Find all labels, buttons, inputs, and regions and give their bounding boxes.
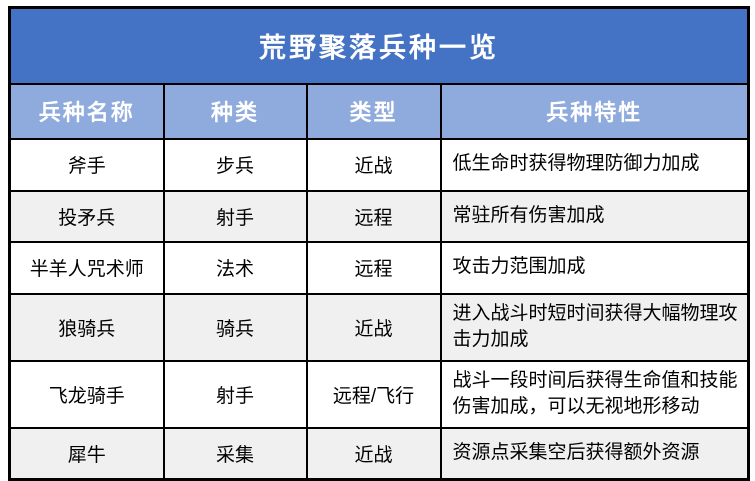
cell-unit-name: 犀牛	[8, 426, 165, 481]
cell-category: 骑兵	[162, 292, 308, 362]
cell-traits: 攻击力范围加成	[439, 240, 750, 295]
table-row: 投矛兵 射手 远程 常驻所有伤害加成	[8, 189, 750, 243]
cell-traits: 战斗一段时间后获得生命值和技能伤害加成，可以无视地形移动	[439, 359, 750, 429]
table-row: 半羊人咒术师 法术 远程 攻击力范围加成	[8, 240, 750, 295]
column-header-traits: 兵种特性	[439, 82, 750, 140]
cell-category: 法术	[162, 240, 308, 295]
cell-unit-name: 斧手	[8, 137, 165, 192]
table-row: 飞龙骑手 射手 远程/飞行 战斗一段时间后获得生命值和技能伤害加成，可以无视地形…	[8, 359, 750, 429]
cell-type: 远程/飞行	[305, 359, 442, 429]
cell-traits: 资源点采集空后获得额外资源	[439, 426, 750, 481]
cell-category: 射手	[162, 359, 308, 429]
column-header-category: 种类	[162, 82, 308, 140]
table-title: 荒野聚落兵种一览	[8, 6, 750, 85]
cell-unit-name: 飞龙骑手	[8, 359, 165, 429]
table-row: 犀牛 采集 近战 资源点采集空后获得额外资源	[8, 426, 750, 481]
cell-traits: 进入战斗时短时间获得大幅物理攻击力加成	[439, 292, 750, 362]
cell-type: 远程	[305, 240, 442, 295]
title-row: 荒野聚落兵种一览	[8, 6, 750, 85]
cell-category: 步兵	[162, 137, 308, 192]
cell-unit-name: 投矛兵	[8, 189, 165, 243]
cell-traits: 常驻所有伤害加成	[439, 189, 750, 243]
cell-type: 近战	[305, 426, 442, 481]
column-header-unit-name: 兵种名称	[8, 82, 165, 140]
cell-unit-name: 狼骑兵	[8, 292, 165, 362]
cell-traits: 低生命时获得物理防御力加成	[439, 137, 750, 192]
cell-category: 采集	[162, 426, 308, 481]
troops-table: 荒野聚落兵种一览 兵种名称 种类 类型 兵种特性 斧手 步兵 近战 低生命时获得…	[8, 6, 750, 481]
table-row: 斧手 步兵 近战 低生命时获得物理防御力加成	[8, 137, 750, 192]
column-header-type: 类型	[305, 82, 442, 140]
cell-category: 射手	[162, 189, 308, 243]
table-row: 狼骑兵 骑兵 近战 进入战斗时短时间获得大幅物理攻击力加成	[8, 292, 750, 362]
cell-unit-name: 半羊人咒术师	[8, 240, 165, 295]
cell-type: 近战	[305, 137, 442, 192]
header-row: 兵种名称 种类 类型 兵种特性	[8, 82, 750, 140]
cell-type: 近战	[305, 292, 442, 362]
cell-type: 远程	[305, 189, 442, 243]
